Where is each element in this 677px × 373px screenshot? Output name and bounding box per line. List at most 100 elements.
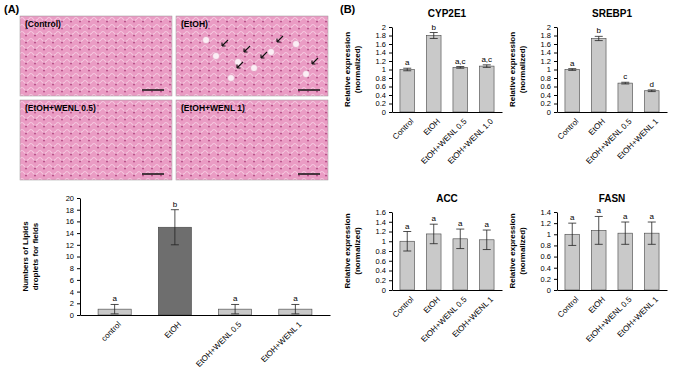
y-tick-label: 8 — [70, 264, 74, 273]
y-tick-label: 10 — [66, 252, 74, 261]
y-tick: 2 — [382, 23, 392, 32]
y-axis-title: (normalized) — [518, 45, 527, 93]
x-tick: EtOH — [422, 117, 442, 137]
significance-label: a,c — [455, 57, 466, 66]
micrograph-image — [20, 16, 172, 96]
x-tick: EtOH+WENL 0.5 — [194, 319, 243, 368]
micrograph-image — [176, 16, 328, 96]
y-tick-mark — [77, 257, 80, 258]
y-tick-label: 2 — [382, 23, 386, 32]
y-tick-label: 2 — [70, 299, 74, 308]
y-axis: 00.20.40.60.811.21.4 — [541, 208, 558, 295]
y-tick-mark — [389, 290, 392, 291]
axis-line — [392, 213, 393, 291]
y-tick: 1.2 — [376, 227, 392, 236]
scale-bar — [298, 173, 320, 175]
y-tick: 10 — [66, 252, 80, 261]
y-tick-label: 1.2 — [376, 57, 386, 66]
y-tick-mark — [389, 241, 392, 242]
chart-title: ACC — [436, 193, 458, 204]
y-tick-mark — [389, 44, 392, 45]
arrow — [222, 40, 228, 46]
y-tick-mark — [389, 212, 392, 213]
y-tick-mark — [77, 280, 80, 281]
chart-title: CYP2E1 — [428, 8, 467, 19]
y-tick: 1 — [382, 237, 392, 246]
y-tick-label: 14 — [66, 229, 74, 238]
error-bar — [231, 304, 239, 313]
axis-line — [558, 112, 668, 113]
axis-line — [80, 199, 81, 316]
y-tick-mark — [389, 61, 392, 62]
x-tick: Control — [391, 295, 416, 320]
y-tick-label: 6 — [70, 276, 74, 285]
y-axis-title: (normalized) — [353, 45, 362, 93]
y-tick: 1.6 — [376, 40, 392, 49]
y-tick-mark — [77, 315, 80, 316]
y-tick-label: 16 — [66, 217, 74, 226]
y-tick-label: 1.4 — [541, 208, 551, 217]
y-tick-label: 1 — [382, 237, 386, 246]
y-tick-mark — [554, 257, 557, 258]
y-tick: 0 — [547, 286, 557, 295]
arrow — [237, 62, 243, 68]
x-tick-label: EtOH+WENL 1 — [616, 116, 661, 161]
y-tick-label: 0.6 — [541, 82, 551, 91]
significance-label: a — [112, 294, 117, 303]
axis-line — [392, 28, 393, 113]
x-tick: EtOH — [587, 117, 607, 137]
y-tick-label: 0.2 — [541, 99, 551, 108]
y-tick-mark — [77, 210, 80, 211]
y-tick-mark — [554, 70, 557, 71]
y-tick-label: 1.6 — [541, 40, 551, 49]
y-tick-mark — [389, 78, 392, 79]
y-tick: 1.4 — [376, 218, 392, 227]
panel-label: (B) — [340, 3, 356, 15]
x-tick-label: EtOH — [422, 295, 442, 315]
y-tick-mark — [77, 303, 80, 304]
y-tick-label: 1 — [382, 65, 386, 74]
bar — [591, 38, 606, 112]
error-bar — [621, 222, 629, 244]
error-bar — [595, 36, 603, 40]
y-tick-label: 0 — [382, 286, 386, 295]
significance-label: a — [233, 294, 238, 303]
y-axis-title: (normalized) — [353, 227, 362, 275]
plot-area — [400, 224, 494, 290]
error-bar — [568, 223, 576, 245]
x-tick: Control — [556, 117, 581, 142]
x-tick: EtOH+WENL 1.0 — [446, 116, 495, 165]
error-bar — [430, 224, 438, 244]
figure: (A)(B)(Control)(EtOH)(EtOH+WENL 0.5)(EtO… — [0, 0, 677, 373]
y-tick-label: 12 — [66, 241, 74, 250]
y-tick-label: 0.6 — [376, 257, 386, 266]
arrow — [277, 36, 283, 42]
y-tick-label: 1.2 — [541, 57, 551, 66]
y-tick: 0 — [70, 311, 80, 320]
y-tick: 6 — [70, 276, 80, 285]
y-tick: 0.8 — [541, 74, 557, 83]
significance-label: a — [293, 294, 298, 303]
x-axis: ControlEtOHEtOH+WENL 0.5EtOH+WENL 1 — [556, 291, 668, 344]
y-tick-label: 0 — [547, 108, 551, 117]
y-tick-label: 1.8 — [376, 31, 386, 40]
y-tick-mark — [389, 27, 392, 28]
significance-label: b — [432, 23, 437, 32]
y-tick: 0.2 — [541, 99, 557, 108]
y-tick-label: 1 — [547, 65, 551, 74]
y-tick-mark — [77, 292, 80, 293]
y-tick-mark — [554, 112, 557, 113]
x-tick-label: Control — [556, 117, 581, 142]
y-tick: 1 — [547, 230, 557, 239]
y-tick-mark — [77, 233, 80, 234]
y-tick: 1.2 — [541, 219, 557, 228]
x-tick: EtOH — [422, 295, 442, 315]
y-axis-title: (normalized) — [518, 227, 527, 275]
axis-line — [557, 213, 558, 291]
y-tick: 1.8 — [541, 31, 557, 40]
axis-line — [81, 315, 331, 316]
y-tick: 0.6 — [376, 257, 392, 266]
y-tick-mark — [389, 222, 392, 223]
y-tick-label: 0 — [382, 108, 386, 117]
y-tick-mark — [389, 251, 392, 252]
